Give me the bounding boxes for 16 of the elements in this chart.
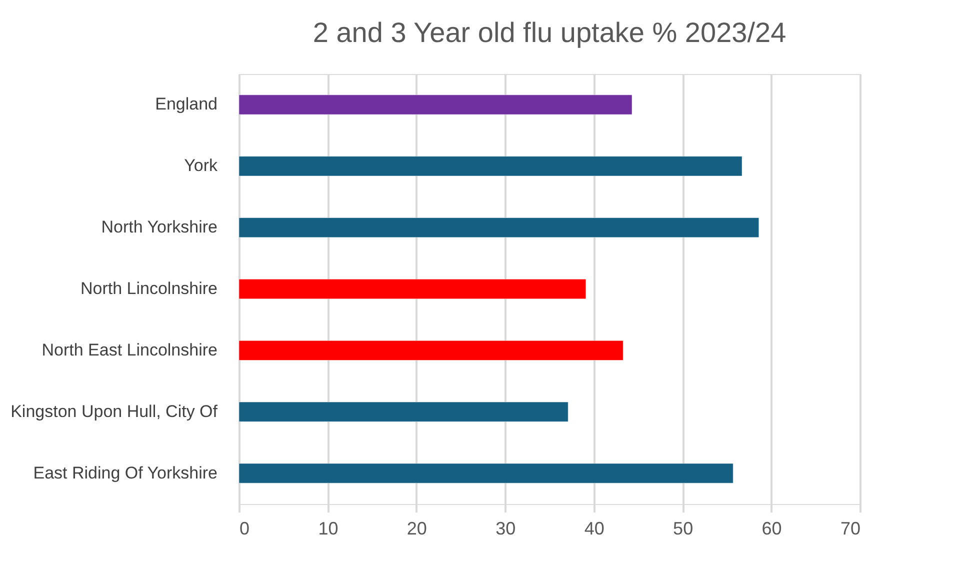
- y-tick-label: North Yorkshire: [101, 218, 218, 237]
- chart-title: 2 and 3 Year old flu uptake % 2023/24: [312, 17, 786, 48]
- x-tick-label: 60: [762, 518, 782, 538]
- x-tick-label: 70: [840, 518, 860, 538]
- y-tick-label: England: [155, 94, 218, 114]
- y-tick-label: York: [184, 156, 218, 176]
- y-tick-label: Kingston Upon Hull, City Of: [10, 402, 218, 421]
- x-tick-label: 50: [673, 518, 694, 538]
- y-tick-label: East Riding Of Yorkshire: [33, 463, 218, 482]
- x-tick-label: 30: [496, 518, 516, 538]
- x-tick-label: 0: [240, 518, 250, 538]
- y-tick-label: North Lincolnshire: [80, 279, 218, 298]
- x-tick-label: 10: [318, 518, 338, 538]
- x-tick-label: 20: [406, 518, 427, 538]
- y-tick-label: North East Lincolnshire: [42, 340, 218, 360]
- x-tick-label: 40: [584, 518, 604, 538]
